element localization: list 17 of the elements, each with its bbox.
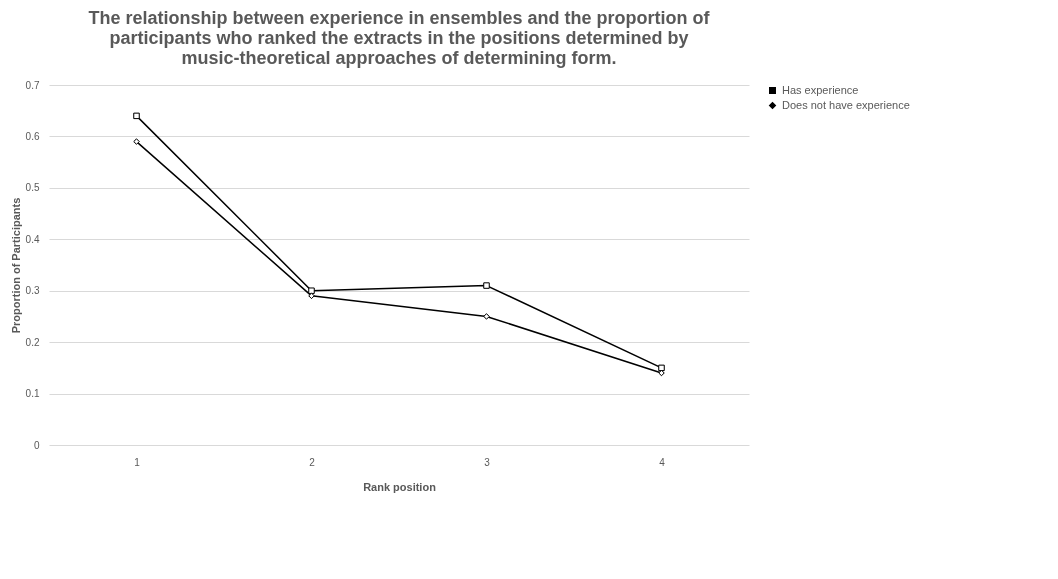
x-tick-label: 2 — [309, 456, 316, 468]
y-tick-label: 0.3 — [25, 285, 40, 297]
y-tick-label: 0 — [33, 439, 40, 451]
chart-title: The relationship between experience in ensembles and the proportion of participants who ranked the extracts in the positions determined by music-theoretical approaches of determining form. — [88, 8, 711, 68]
y-tick-label: 0.7 — [25, 79, 40, 91]
y-tick-label: 0.4 — [25, 233, 40, 245]
y-tick-label: 0.5 — [25, 182, 40, 194]
legend-label: Does not have experience — [782, 98, 910, 111]
x-tick-label: 1 — [134, 456, 141, 468]
y-tick-label: 0.2 — [25, 336, 40, 348]
y-tick-label: 0.1 — [25, 388, 40, 400]
x-axis-title: Rank position — [363, 480, 437, 493]
y-axis-title: Proportion of Participants — [9, 197, 22, 334]
x-tick-label: 3 — [484, 456, 491, 468]
x-tick-label: 4 — [659, 456, 666, 468]
legend-label: Has experience — [782, 83, 859, 96]
y-tick-label: 0.6 — [25, 130, 40, 142]
